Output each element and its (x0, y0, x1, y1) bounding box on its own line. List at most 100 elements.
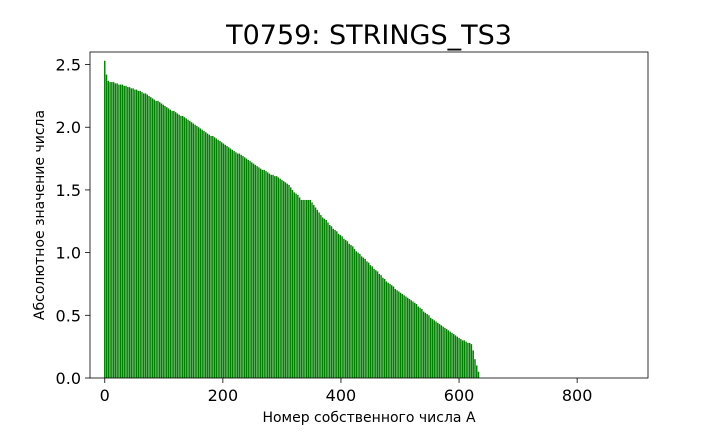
bar (291, 189, 294, 378)
bar (382, 277, 384, 378)
bar (298, 197, 301, 378)
bar (127, 87, 129, 379)
bar (256, 166, 258, 378)
y-ticks: 0.0 0.5 1.0 1.5 2.0 2.5 (56, 56, 90, 388)
bar (267, 172, 269, 378)
bar (332, 228, 334, 378)
bar (141, 92, 143, 379)
bar (203, 130, 205, 378)
bar (174, 112, 177, 379)
bar (231, 149, 234, 378)
bar (357, 252, 359, 378)
bar (419, 307, 421, 378)
bar (217, 139, 219, 378)
bar (130, 88, 133, 379)
bar (472, 350, 474, 378)
bar (111, 82, 113, 378)
bar (220, 142, 223, 378)
bar (352, 246, 354, 378)
bar (137, 90, 140, 379)
bar (424, 312, 427, 378)
x-ticks: 0 200 400 600 800 (100, 378, 593, 405)
bar (135, 89, 138, 379)
bar (323, 218, 326, 378)
bar (391, 285, 393, 378)
chart-title: T0759: STRINGS_TS3 (225, 20, 512, 51)
y-tick-label: 2.0 (56, 118, 81, 137)
bar (366, 261, 368, 378)
bar (261, 169, 264, 378)
bar (307, 199, 310, 378)
bar (235, 152, 237, 378)
bar (258, 167, 260, 378)
bar (435, 321, 437, 378)
y-axis-label: Абсолютное значение числа (32, 110, 48, 320)
bar (440, 325, 443, 378)
bar (394, 288, 396, 378)
x-axis-label: Номер собственного числа A (262, 410, 476, 426)
bar (451, 332, 453, 378)
bar (275, 176, 278, 378)
bar (265, 171, 267, 378)
bar (153, 99, 156, 379)
bar (449, 331, 451, 378)
bar (306, 199, 308, 378)
bar (316, 209, 319, 378)
bar (187, 119, 189, 379)
x-tick-label: 800 (562, 386, 593, 405)
bar (387, 282, 389, 378)
bar (353, 248, 356, 378)
bar (477, 371, 480, 378)
bar (350, 245, 352, 378)
bar (107, 80, 110, 378)
bar (132, 88, 134, 379)
bar (445, 329, 448, 378)
bar (286, 183, 288, 378)
bar (210, 136, 212, 378)
bar (453, 334, 455, 378)
bar (396, 290, 398, 378)
bar (401, 293, 404, 378)
bar (226, 146, 228, 378)
bar (444, 327, 446, 378)
bar (383, 278, 386, 378)
bar (337, 233, 340, 378)
bar (380, 275, 382, 378)
x-tick-label: 400 (326, 386, 357, 405)
bar (169, 109, 172, 379)
bar (430, 317, 432, 378)
bar (208, 134, 210, 378)
bar (171, 110, 173, 379)
bar (437, 322, 439, 378)
bar (143, 93, 145, 378)
bar (293, 192, 296, 378)
bar (290, 187, 292, 378)
bar (155, 100, 157, 379)
bar (125, 85, 127, 378)
bar (167, 108, 170, 379)
bar (247, 159, 249, 378)
plot-frame (89, 51, 649, 379)
bar (162, 104, 164, 378)
bar (213, 137, 216, 378)
bar (474, 359, 476, 378)
bar (194, 124, 196, 378)
bar (282, 181, 285, 378)
bar (415, 304, 418, 378)
bar (150, 97, 152, 378)
bar (399, 292, 402, 378)
bar (461, 340, 464, 378)
bar (327, 222, 329, 378)
bar (224, 144, 226, 378)
bar (403, 295, 405, 378)
bar (120, 84, 122, 378)
bar (157, 100, 159, 379)
bar (414, 302, 416, 378)
bar (295, 193, 297, 378)
bar (244, 157, 246, 378)
bar (116, 83, 118, 378)
bar (121, 84, 124, 378)
bar (245, 158, 248, 378)
bar (288, 184, 290, 378)
